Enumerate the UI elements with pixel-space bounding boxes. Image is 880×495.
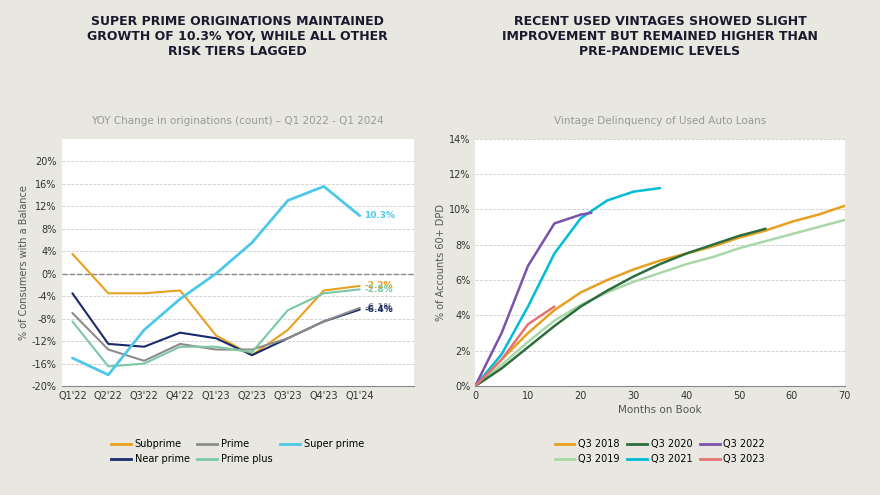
Text: -6.1%: -6.1% — [364, 303, 392, 312]
Text: YOY Change in originations (count) – Q1 2022 - Q1 2024: YOY Change in originations (count) – Q1 … — [92, 116, 384, 126]
Text: RECENT USED VINTAGES SHOWED SLIGHT
IMPROVEMENT BUT REMAINED HIGHER THAN
PRE-PAND: RECENT USED VINTAGES SHOWED SLIGHT IMPRO… — [502, 15, 818, 58]
Text: -2.2%: -2.2% — [364, 282, 392, 291]
Legend: Subprime, Near prime, Prime, Prime plus, Super prime: Subprime, Near prime, Prime, Prime plus,… — [107, 436, 368, 468]
Text: -6.4%: -6.4% — [364, 305, 392, 314]
Text: SUPER PRIME ORIGINATIONS MAINTAINED
GROWTH OF 10.3% YOY, WHILE ALL OTHER
RISK TI: SUPER PRIME ORIGINATIONS MAINTAINED GROW… — [87, 15, 388, 58]
X-axis label: Months on Book: Months on Book — [618, 405, 702, 415]
Text: 10.3%: 10.3% — [364, 211, 395, 220]
Text: -2.8%: -2.8% — [364, 285, 392, 294]
Legend: Q3 2018, Q3 2019, Q3 2020, Q3 2021, Q3 2022, Q3 2023: Q3 2018, Q3 2019, Q3 2020, Q3 2021, Q3 2… — [551, 436, 769, 468]
Y-axis label: % of Consumers with a Balance: % of Consumers with a Balance — [19, 185, 29, 340]
Y-axis label: % of Accounts 60+ DPD: % of Accounts 60+ DPD — [436, 204, 446, 321]
Text: Vintage Delinquency of Used Auto Loans: Vintage Delinquency of Used Auto Loans — [554, 116, 766, 126]
